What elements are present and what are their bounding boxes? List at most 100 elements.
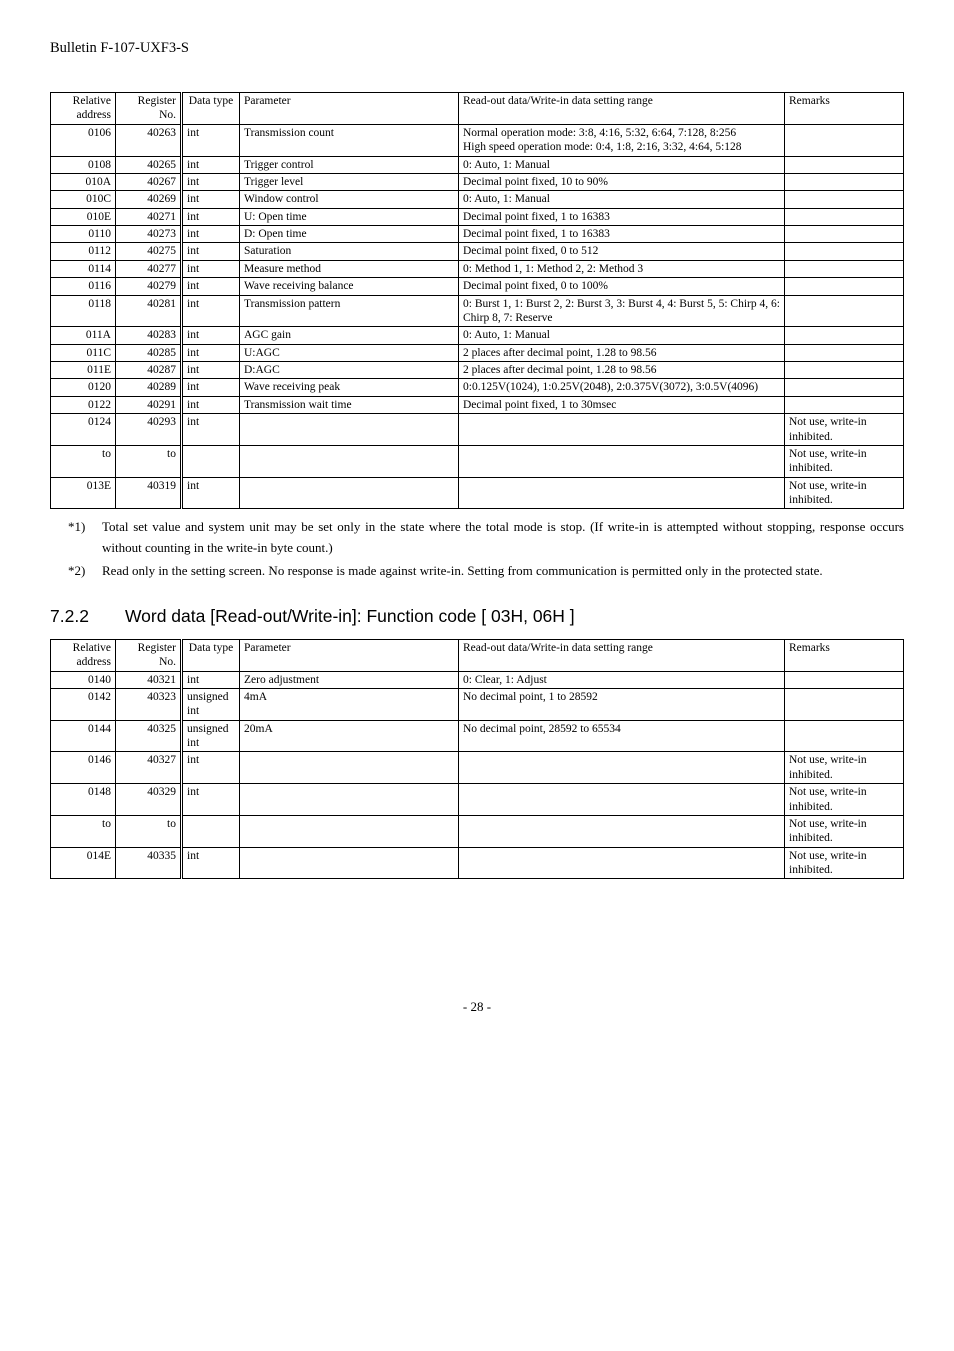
cell-addr: to	[51, 815, 116, 847]
cell-addr: 0142	[51, 688, 116, 720]
cell-param: Transmission count	[240, 124, 459, 156]
table-row: 014E40335intNot use, write-in inhibited.	[51, 847, 904, 879]
cell-type: int	[182, 173, 240, 190]
cell-reg: to	[116, 445, 182, 477]
cell-addr: 011E	[51, 362, 116, 379]
cell-readout: Normal operation mode: 3:8, 4:16, 5:32, …	[459, 124, 785, 156]
cell-param	[240, 784, 459, 816]
cell-type: int	[182, 260, 240, 277]
section-heading: 7.2.2Word data [Read-out/Write-in]: Func…	[50, 606, 904, 627]
col-header-type: Data type	[182, 639, 240, 671]
table-row: 010A40267intTrigger levelDecimal point f…	[51, 173, 904, 190]
cell-addr: 0122	[51, 396, 116, 413]
cell-type: unsigned int	[182, 720, 240, 752]
cell-type: int	[182, 414, 240, 446]
cell-readout: 0: Auto, 1: Manual	[459, 327, 785, 344]
cell-reg: 40283	[116, 327, 182, 344]
cell-addr: 0124	[51, 414, 116, 446]
table-row: 014840329intNot use, write-in inhibited.	[51, 784, 904, 816]
cell-readout: No decimal point, 1 to 28592	[459, 688, 785, 720]
cell-type: int	[182, 208, 240, 225]
table-row: 011E40287intD:AGC2 places after decimal …	[51, 362, 904, 379]
footnote-row: *2)Read only in the setting screen. No r…	[68, 561, 904, 582]
cell-readout: 2 places after decimal point, 1.28 to 98…	[459, 344, 785, 361]
cell-reg: 40285	[116, 344, 182, 361]
cell-addr: 010A	[51, 173, 116, 190]
cell-readout: Decimal point fixed, 1 to 30msec	[459, 396, 785, 413]
cell-addr: 0118	[51, 295, 116, 327]
cell-readout: 2 places after decimal point, 1.28 to 98…	[459, 362, 785, 379]
cell-reg: 40269	[116, 191, 182, 208]
cell-reg: 40275	[116, 243, 182, 260]
cell-reg: 40267	[116, 173, 182, 190]
cell-param	[240, 815, 459, 847]
bulletin-header: Bulletin F-107-UXF3-S	[50, 40, 904, 57]
cell-param: D:AGC	[240, 362, 459, 379]
cell-remarks: Not use, write-in inhibited.	[785, 414, 904, 446]
cell-type	[182, 815, 240, 847]
table-row: 014440325unsigned int20mANo decimal poin…	[51, 720, 904, 752]
col-header-reg: Register No.	[116, 93, 182, 125]
table-row: 014640327intNot use, write-in inhibited.	[51, 752, 904, 784]
cell-remarks	[785, 688, 904, 720]
col-header-param: Parameter	[240, 93, 459, 125]
cell-readout: 0: Auto, 1: Manual	[459, 156, 785, 173]
col-header-remarks: Remarks	[785, 93, 904, 125]
cell-reg: 40271	[116, 208, 182, 225]
cell-remarks: Not use, write-in inhibited.	[785, 847, 904, 879]
cell-type: int	[182, 379, 240, 396]
cell-param	[240, 847, 459, 879]
cell-param: Zero adjustment	[240, 671, 459, 688]
footnote-body: Read only in the setting screen. No resp…	[102, 561, 904, 582]
register-table-1: Relative address Register No. Data type …	[50, 92, 904, 509]
table-row: 011040273intD: Open timeDecimal point fi…	[51, 226, 904, 243]
cell-type: int	[182, 124, 240, 156]
table-row: 011440277intMeasure method0: Method 1, 1…	[51, 260, 904, 277]
cell-addr: to	[51, 445, 116, 477]
cell-param: Window control	[240, 191, 459, 208]
table-row: 012240291intTransmission wait timeDecima…	[51, 396, 904, 413]
cell-readout: Decimal point fixed, 1 to 16383	[459, 226, 785, 243]
cell-addr: 0110	[51, 226, 116, 243]
cell-type: int	[182, 784, 240, 816]
cell-param: Wave receiving balance	[240, 278, 459, 295]
table-row: 014240323unsigned int4mANo decimal point…	[51, 688, 904, 720]
table-header-row: Relative address Register No. Data type …	[51, 639, 904, 671]
footnote-row: *1)Total set value and system unit may b…	[68, 517, 904, 559]
cell-type: int	[182, 327, 240, 344]
cell-reg: 40281	[116, 295, 182, 327]
register-table-2: Relative address Register No. Data type …	[50, 639, 904, 880]
table-row: 011640279intWave receiving balanceDecima…	[51, 278, 904, 295]
section-title-text: Word data [Read-out/Write-in]: Function …	[125, 606, 575, 626]
col-header-param: Parameter	[240, 639, 459, 671]
cell-remarks	[785, 344, 904, 361]
cell-type: int	[182, 243, 240, 260]
cell-reg: 40335	[116, 847, 182, 879]
cell-readout: 0: Method 1, 1: Method 2, 2: Method 3	[459, 260, 785, 277]
cell-addr: 013E	[51, 477, 116, 509]
cell-param: D: Open time	[240, 226, 459, 243]
cell-remarks	[785, 278, 904, 295]
cell-readout: Decimal point fixed, 10 to 90%	[459, 173, 785, 190]
cell-addr: 0108	[51, 156, 116, 173]
cell-type: int	[182, 362, 240, 379]
footnote-tag: *2)	[68, 561, 102, 582]
table-row: 010E40271intU: Open timeDecimal point fi…	[51, 208, 904, 225]
cell-readout	[459, 815, 785, 847]
cell-remarks	[785, 362, 904, 379]
cell-addr: 010C	[51, 191, 116, 208]
cell-addr: 014E	[51, 847, 116, 879]
cell-addr: 0144	[51, 720, 116, 752]
cell-remarks	[785, 226, 904, 243]
cell-type	[182, 445, 240, 477]
cell-reg: 40327	[116, 752, 182, 784]
col-header-addr: Relative address	[51, 639, 116, 671]
cell-param: Saturation	[240, 243, 459, 260]
cell-readout	[459, 752, 785, 784]
cell-param	[240, 414, 459, 446]
cell-remarks	[785, 208, 904, 225]
cell-remarks	[785, 396, 904, 413]
cell-addr: 0116	[51, 278, 116, 295]
table-row: 011240275intSaturationDecimal point fixe…	[51, 243, 904, 260]
table-row: 012040289intWave receiving peak0:0.125V(…	[51, 379, 904, 396]
